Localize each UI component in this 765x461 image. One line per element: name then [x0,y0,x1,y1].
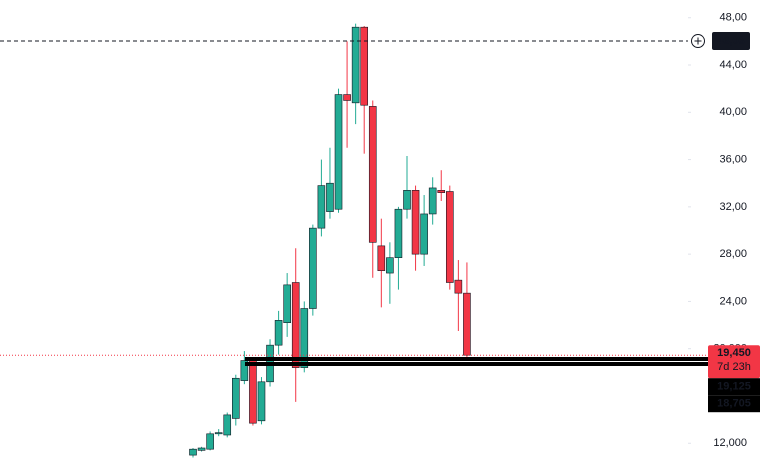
candle-body [445,191,454,283]
candle-body [394,208,403,258]
high-label: 46,03 [717,35,745,47]
countdown-label: 7d 23h [717,361,751,373]
candle-body [420,213,428,255]
y-tick-label: 48,00 [719,12,747,24]
candle-body [351,26,360,104]
candle-body [232,377,240,419]
candle-body [274,320,283,346]
candle-body [249,360,257,424]
candle-body [411,190,420,255]
candle-body [437,190,446,193]
candle-body [317,185,326,229]
level-label: 18,705 [717,398,751,410]
candle-body [300,308,309,368]
candle-body [206,433,214,450]
y-tick-label: 36,00 [719,153,747,165]
candle-body [223,414,232,436]
y-tick-label: 24,00 [719,295,747,307]
candle-body [386,257,394,274]
y-tick-label: 44,00 [719,59,747,71]
candle-body [326,182,334,212]
last-price-label: 19,450 [717,347,751,359]
candle-body [240,360,249,381]
candle-body [257,381,266,422]
candle-body [343,94,351,101]
candle-body [428,187,437,215]
y-tick-label: 32,00 [719,201,747,213]
candle-body [454,279,463,294]
last-price-box [708,345,760,379]
candle-body [360,26,369,106]
plot-area [189,23,471,458]
candle-body [283,284,291,324]
candle-body [334,94,343,210]
candle-body [403,190,411,210]
candle-body [214,432,223,435]
candle-body [368,106,377,243]
candle-body [463,292,471,356]
y-tick-label: 12,000 [713,437,747,449]
y-tick-label: 40,00 [719,106,747,118]
level-label: 19,125 [717,381,751,393]
level-label-box [708,378,760,396]
y-tick-label: 28,00 [719,248,747,260]
candle-body [197,447,206,451]
high-label-box [712,32,750,51]
candle-body [377,245,386,271]
candle-body [291,282,300,368]
candle-body [189,448,197,456]
level-label-box [708,395,760,413]
plus-icon [694,37,702,45]
candle-body [309,227,317,309]
